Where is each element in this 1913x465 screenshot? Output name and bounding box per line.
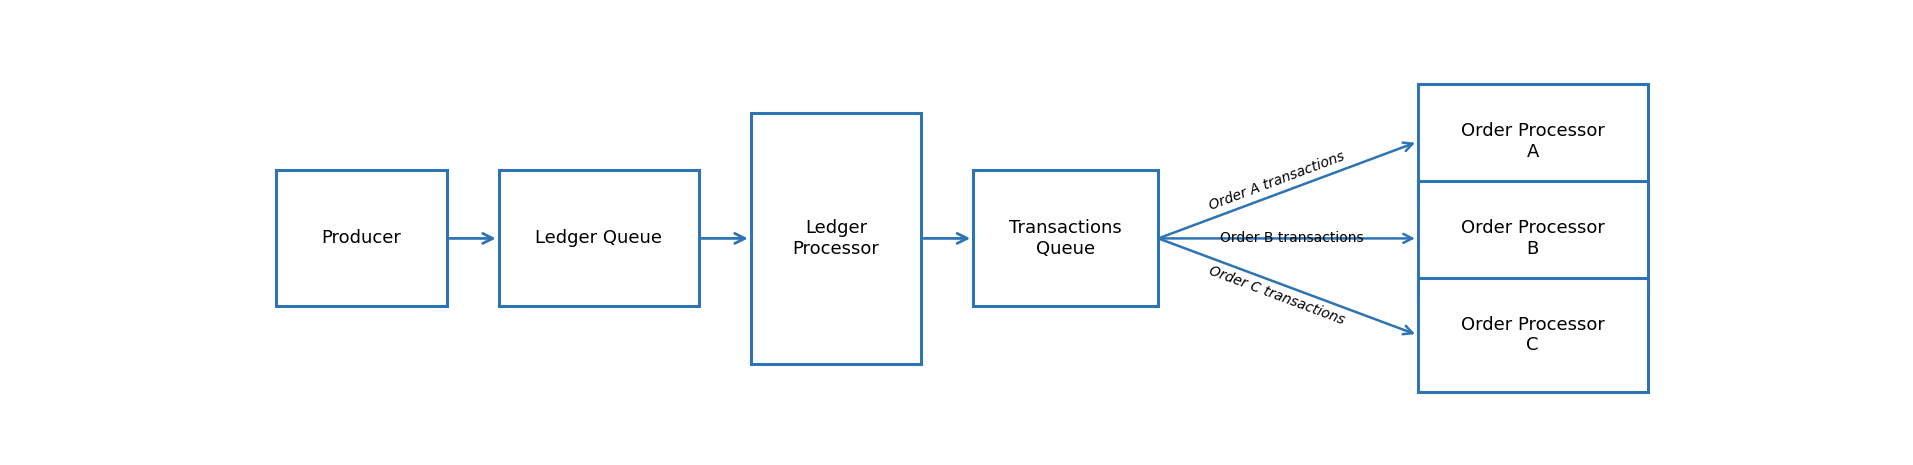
FancyBboxPatch shape bbox=[499, 170, 698, 306]
Text: Order Processor
B: Order Processor B bbox=[1462, 219, 1605, 258]
Text: Order Processor
C: Order Processor C bbox=[1462, 316, 1605, 354]
FancyBboxPatch shape bbox=[275, 170, 448, 306]
FancyBboxPatch shape bbox=[1418, 278, 1647, 392]
FancyBboxPatch shape bbox=[1418, 85, 1647, 199]
Text: Order B transactions: Order B transactions bbox=[1220, 232, 1364, 246]
Text: Producer: Producer bbox=[321, 229, 402, 247]
Text: Ledger Queue: Ledger Queue bbox=[536, 229, 662, 247]
FancyBboxPatch shape bbox=[1418, 181, 1647, 296]
Text: Ledger
Processor: Ledger Processor bbox=[792, 219, 880, 258]
Text: Transactions
Queue: Transactions Queue bbox=[1010, 219, 1123, 258]
Text: Order C transactions: Order C transactions bbox=[1207, 264, 1347, 327]
Text: Order A transactions: Order A transactions bbox=[1207, 149, 1347, 213]
Text: Order Processor
A: Order Processor A bbox=[1462, 122, 1605, 161]
FancyBboxPatch shape bbox=[750, 113, 920, 364]
FancyBboxPatch shape bbox=[974, 170, 1159, 306]
